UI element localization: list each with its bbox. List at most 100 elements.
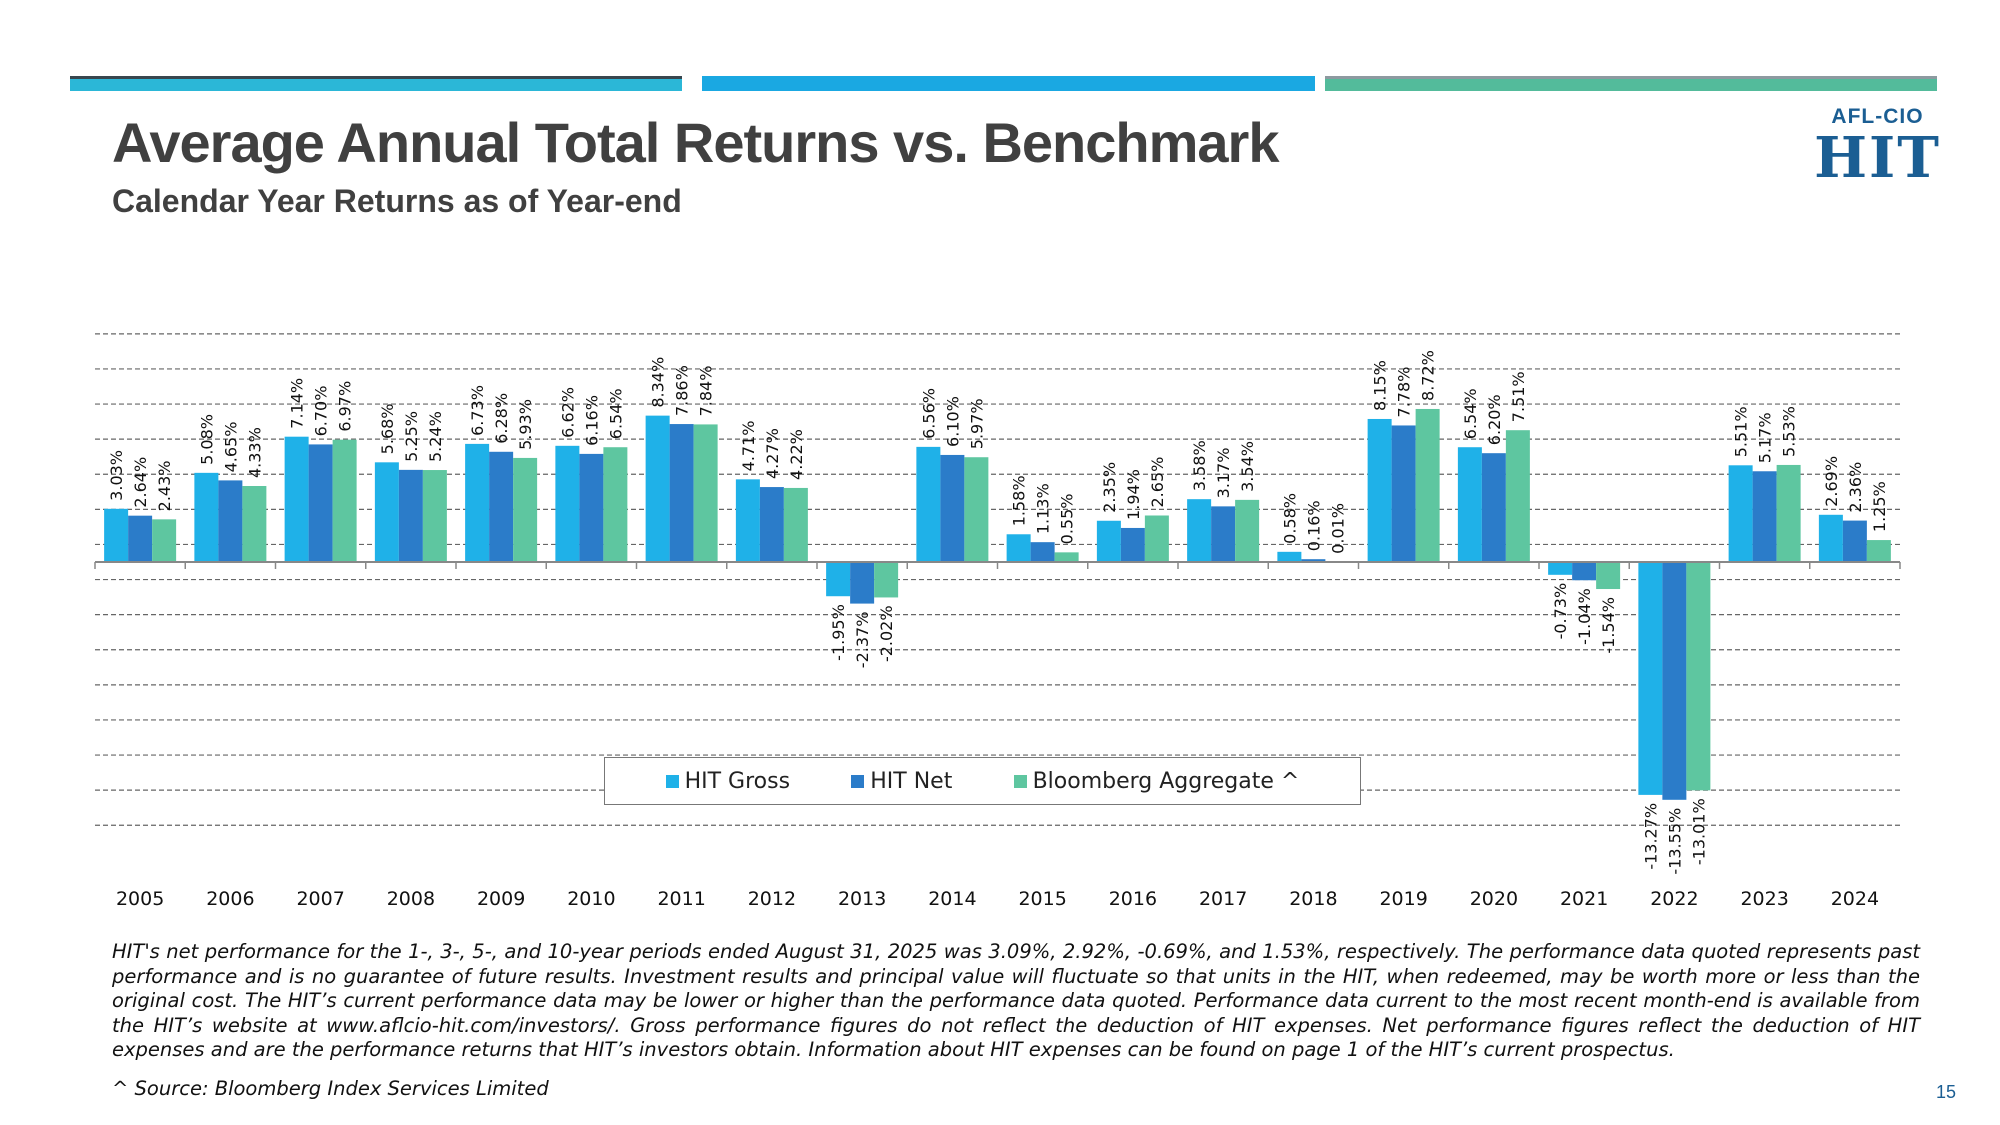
value-label: 6.54% [1461,388,1480,439]
bar-hit-gross-2022 [1638,562,1663,795]
value-label: 6.28% [492,393,511,444]
category-label: 2021 [1560,888,1608,910]
bar-bloomberg-aggregate-2019 [1415,408,1440,562]
value-label: 5.24% [426,411,445,462]
value-label: 6.56% [919,388,938,439]
bar-hit-gross-2013 [826,562,851,597]
category-label: 2016 [1109,888,1157,910]
legend-swatch-hit-net [851,774,865,788]
value-label: 7.84% [697,366,716,417]
value-label: 6.16% [582,395,601,446]
category-label: 2007 [296,888,344,910]
bar-bloomberg-aggregate-2006 [242,486,267,562]
value-label: 3.17% [1214,448,1233,499]
value-label: 1.94% [1124,469,1143,520]
value-label: 6.54% [606,388,625,439]
bar-hit-gross-2006 [194,472,219,562]
bar-hit-net-2012 [759,487,784,562]
bar-bloomberg-aggregate-2008 [422,470,447,562]
bar-hit-net-2019 [1391,425,1416,562]
chart-axis [94,561,1901,569]
legend-label-hit-gross: HIT Gross [684,768,791,794]
value-label: 5.51% [1732,406,1751,457]
logo-top-text: AFL-CIO [1831,105,1924,128]
category-label: 2011 [657,888,705,910]
chart-value-labels: 3.03% 2.64% 2.43% 5.08% 4.65% 4.33% 7.14% 6.70%… [107,350,1889,874]
value-label: 6.10% [943,396,962,447]
bar-hit-gross-2024 [1818,514,1843,562]
bar-bloomberg-aggregate-2011 [693,424,718,562]
page-subtitle: Calendar Year Returns as of Year-end [112,183,682,219]
bar-bloomberg-aggregate-2020 [1505,430,1530,562]
value-label: 4.22% [787,429,806,480]
bar-hit-gross-2020 [1457,447,1482,562]
bar-hit-net-2008 [398,469,423,562]
bar-hit-net-2005 [128,515,153,562]
bar-hit-gross-2011 [645,415,670,562]
bar-hit-net-2009 [489,451,514,562]
bar-bloomberg-aggregate-2014 [964,457,989,562]
bar-bloomberg-aggregate-2022 [1686,562,1711,791]
bar-bloomberg-aggregate-2021 [1596,562,1621,590]
value-label: -2.02% [877,605,896,662]
value-label: -13.01% [1689,798,1708,865]
category-label: 2008 [387,888,435,910]
bar-hit-gross-2023 [1728,465,1753,562]
bar-bloomberg-aggregate-2012 [783,487,808,562]
category-label: 2019 [1379,888,1427,910]
category-label: 2013 [838,888,886,910]
bar-hit-net-2023 [1752,471,1777,562]
legend-item-hit-gross: HIT Gross [665,768,791,794]
logo-main-text: HIT [1814,125,1941,191]
afl-cio-hit-logo: AFL-CIO HIT [1810,105,1945,187]
category-label: 2005 [116,888,164,910]
bar-bloomberg-aggregate-2015 [1054,552,1079,562]
value-label: 1.58% [1010,475,1029,526]
category-label: 2023 [1740,888,1788,910]
bar-hit-net-2024 [1842,520,1867,562]
bar-hit-gross-2007 [284,436,309,562]
bar-hit-gross-2005 [104,508,129,562]
value-label: 3.58% [1190,440,1209,491]
bar-hit-net-2020 [1481,453,1506,562]
category-label: 2009 [477,888,525,910]
bar-hit-gross-2018 [1277,551,1302,562]
bar-bloomberg-aggregate-2010 [603,447,628,562]
value-label: 4.27% [763,428,782,479]
legend-swatch-bloomberg-aggregate [1013,774,1027,788]
category-label: 2024 [1831,888,1879,910]
bar-bloomberg-aggregate-2023 [1776,464,1801,562]
value-label: 2.35% [1100,462,1119,513]
bar-hit-net-2018 [1301,559,1326,562]
bar-hit-net-2021 [1572,562,1597,581]
bar-hit-net-2017 [1211,506,1236,562]
bar-hit-gross-2009 [465,443,490,562]
value-label: 2.64% [131,457,150,508]
category-label: 2012 [748,888,796,910]
value-label: 8.72% [1419,350,1438,401]
header-accent-bar-green [1325,76,1937,91]
bar-hit-gross-2014 [916,446,941,562]
value-label: 4.71% [739,421,758,472]
returns-bar-chart: 3.03% 2.64% 2.43% 5.08% 4.65% 4.33% 7.14% 6.70%… [94,333,1901,910]
value-label: 5.08% [197,414,216,465]
bar-hit-net-2015 [1030,542,1055,562]
value-label: 2.43% [155,461,174,512]
source-footnote: ^ Source: Bloomberg Index Services Limit… [112,1077,549,1100]
value-label: 3.54% [1238,441,1257,492]
value-label: 3.03% [107,450,126,501]
category-label: 2018 [1289,888,1337,910]
category-label: 2010 [567,888,615,910]
value-label: 0.58% [1280,493,1299,544]
value-label: 4.65% [221,422,240,473]
value-label: -13.27% [1641,803,1660,870]
value-label: 0.55% [1058,494,1077,545]
value-label: -2.37% [853,612,872,669]
bar-hit-net-2010 [579,453,604,562]
chart-legend: HIT Gross HIT Net Bloomberg Aggregate ^ [604,757,1361,805]
value-label: 0.01% [1328,503,1347,554]
bar-hit-gross-2016 [1096,520,1121,562]
bar-hit-net-2011 [669,424,694,562]
value-label: 7.78% [1395,367,1414,418]
value-label: 8.34% [649,357,668,408]
